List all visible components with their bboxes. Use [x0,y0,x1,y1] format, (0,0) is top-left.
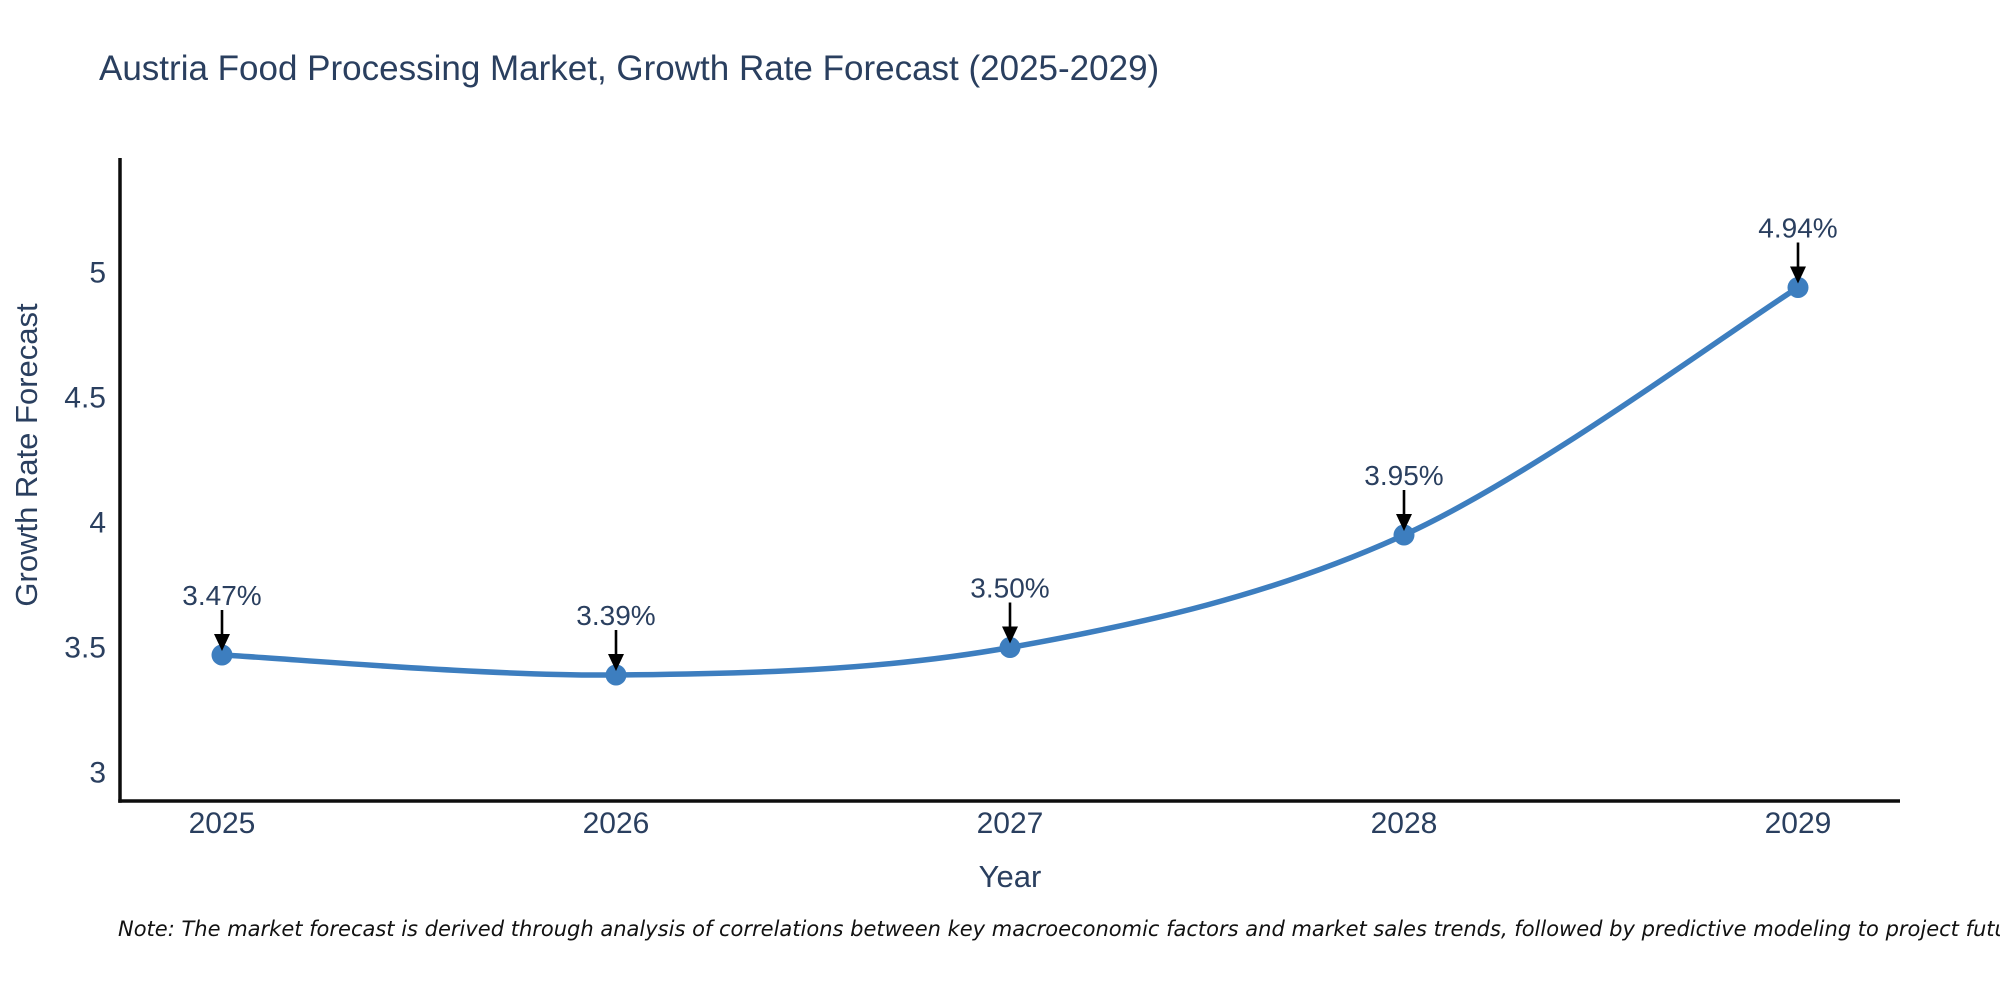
y-tick-label: 4.5 [64,382,106,415]
chart-title: Austria Food Processing Market, Growth R… [99,49,1160,88]
data-point-marker [999,637,1021,658]
data-point-label: 3.50% [970,573,1049,604]
data-point-marker [1393,524,1415,546]
data-point-label: 3.47% [182,580,261,611]
x-tick-label: 2027 [977,807,1044,840]
x-tick-label: 2028 [1371,807,1438,840]
data-point-label: 4.94% [1758,213,1837,244]
y-tick-label: 5 [89,257,106,290]
data-point-label: 3.95% [1364,460,1443,491]
annotation-arrowhead [608,654,624,671]
x-tick-label: 2029 [1765,807,1832,840]
annotation-arrowhead [1002,626,1018,644]
footnote: Note: The market forecast is derived thr… [118,917,2000,941]
x-axis-title: Year [978,859,1042,894]
annotation-arrowhead [1790,266,1806,284]
annotation-arrowhead [1396,514,1412,531]
annotation-arrowhead [214,634,230,651]
data-point-marker [211,644,233,666]
y-tick-label: 3 [89,757,106,790]
y-tick-label: 4 [89,507,106,540]
x-tick-label: 2026 [583,807,650,840]
data-point-marker [605,664,627,686]
x-tick-label: 2025 [189,807,256,840]
data-point-label: 3.39% [576,600,655,631]
y-tick-label: 3.5 [64,632,106,665]
data-point-marker [1787,277,1809,298]
